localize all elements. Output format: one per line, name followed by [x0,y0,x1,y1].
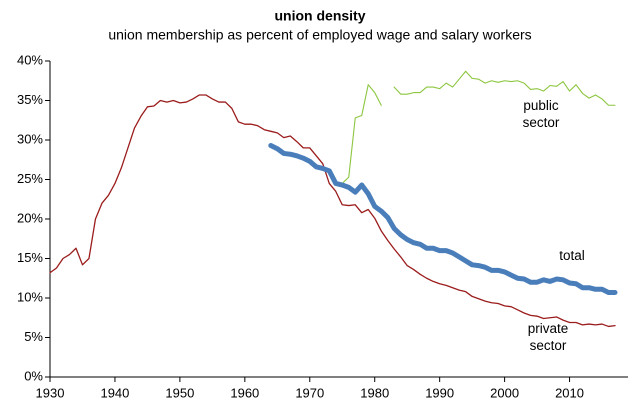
series-line [49,94,616,328]
x-tick-label: 1940 [100,385,129,400]
x-tick-label: 1950 [165,385,194,400]
x-tick-label: 1970 [295,385,324,400]
y-tick-label: 20% [17,210,43,225]
y-tick-label: 40% [17,52,43,67]
x-tick-label: 1980 [360,385,389,400]
y-tick-label: 5% [24,329,43,344]
y-tick-label: 25% [17,171,43,186]
x-tick-label: 1930 [36,385,65,400]
x-tick-label: 1990 [425,385,454,400]
series-label: total [559,248,585,263]
y-tick-label: 15% [17,250,43,265]
y-tick-label: 30% [17,131,43,146]
series-line [341,84,382,184]
series-line [268,143,618,295]
y-tick-label: 10% [17,289,43,304]
x-tick-label: 1960 [230,385,259,400]
series-label: public sector [522,98,560,130]
x-tick-label: 2000 [490,385,519,400]
chart-title: union density [275,8,366,24]
y-tick-label: 35% [17,92,43,107]
y-tick-label: 0% [24,368,43,383]
chart-subtitle: union membership as percent of employed … [108,27,531,43]
series-label: private sector [527,321,569,353]
x-tick-label: 2010 [555,385,584,400]
series-line [393,70,616,106]
